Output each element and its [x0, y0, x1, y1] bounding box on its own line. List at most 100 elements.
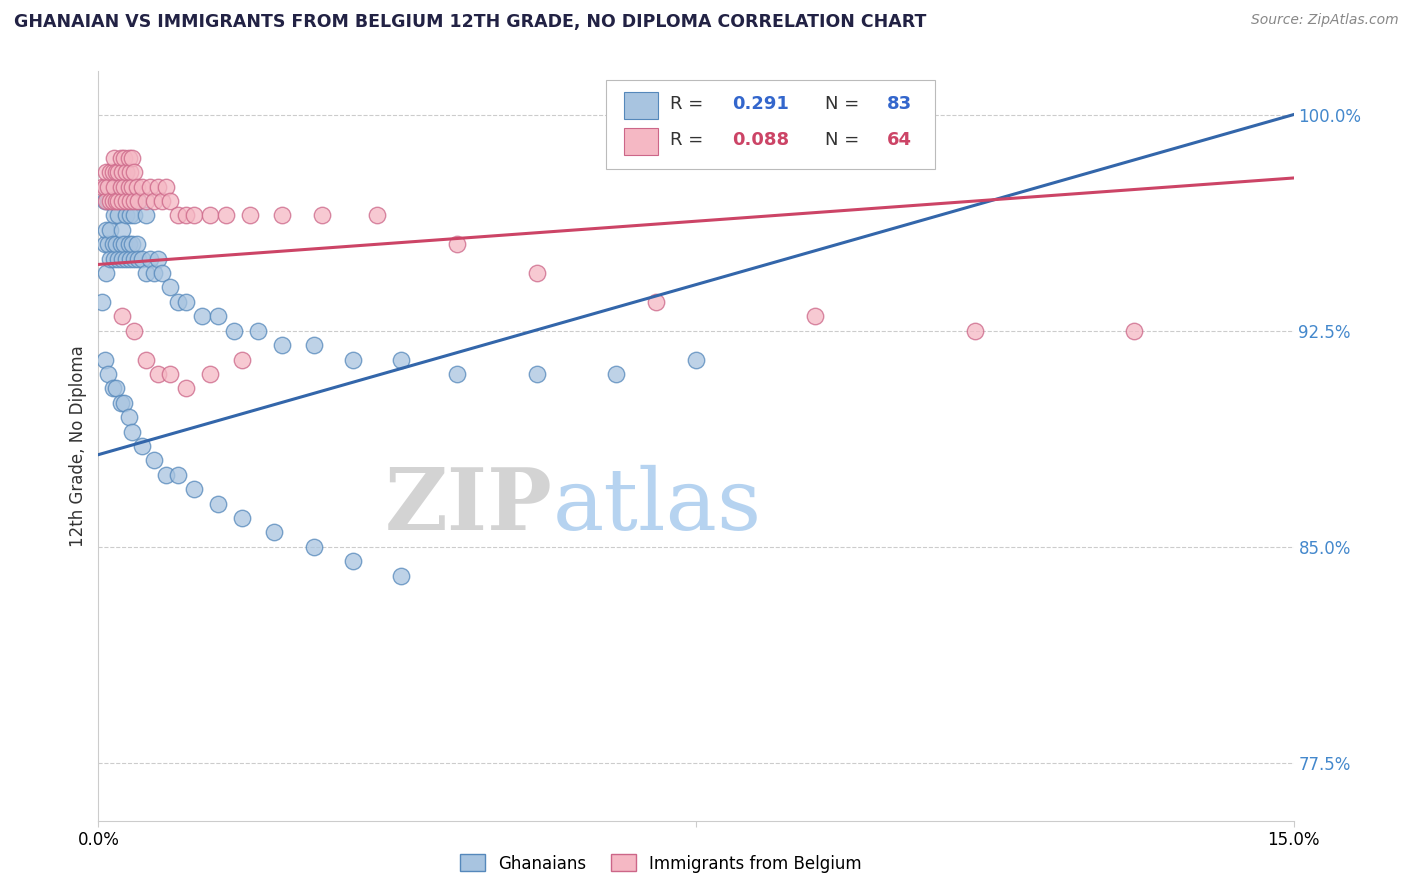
Point — [148, 367, 170, 381]
Text: ZIP: ZIP — [385, 464, 553, 548]
Point — [98, 223, 122, 237]
Point — [231, 511, 253, 525]
Point — [135, 194, 157, 208]
Point — [103, 179, 125, 194]
Point — [366, 209, 388, 223]
Point — [121, 179, 143, 194]
Text: 0.291: 0.291 — [733, 95, 789, 112]
Point — [270, 338, 292, 352]
Point — [446, 237, 468, 252]
Point — [110, 151, 132, 165]
Point — [139, 252, 162, 266]
Point — [110, 396, 132, 410]
Point — [302, 338, 325, 352]
Text: N =: N = — [825, 95, 859, 112]
Point — [111, 310, 134, 324]
Point — [104, 194, 127, 208]
Point — [159, 194, 181, 208]
Text: atlas: atlas — [553, 465, 762, 548]
Point — [98, 179, 122, 194]
Point — [120, 165, 142, 179]
Point — [526, 367, 548, 381]
Point — [94, 194, 117, 208]
Point — [107, 165, 129, 179]
Point — [148, 179, 170, 194]
Point — [963, 324, 986, 338]
Text: 64: 64 — [887, 130, 912, 149]
Point — [207, 310, 229, 324]
Point — [104, 165, 127, 179]
Point — [112, 396, 135, 410]
Point — [125, 237, 148, 252]
Point — [150, 194, 173, 208]
Point — [124, 324, 146, 338]
Point — [103, 171, 125, 186]
Point — [120, 252, 142, 266]
Point — [155, 467, 177, 482]
Point — [115, 194, 138, 208]
Point — [311, 209, 333, 223]
Point — [115, 165, 138, 179]
Point — [131, 439, 153, 453]
Point — [263, 525, 285, 540]
Point — [135, 266, 157, 280]
Point — [124, 252, 146, 266]
Point — [121, 237, 143, 252]
Point — [131, 252, 153, 266]
Point — [127, 194, 149, 208]
Point — [110, 179, 132, 194]
Point — [183, 209, 205, 223]
Point — [127, 194, 149, 208]
FancyBboxPatch shape — [606, 80, 935, 169]
Text: 0.088: 0.088 — [733, 130, 789, 149]
Point — [91, 294, 114, 309]
Point — [107, 209, 129, 223]
Point — [104, 188, 127, 202]
Point — [239, 209, 262, 223]
Point — [174, 209, 197, 223]
Point — [91, 179, 114, 194]
Point — [111, 194, 134, 208]
Point — [143, 194, 166, 208]
Point — [124, 165, 146, 179]
Point — [103, 252, 125, 266]
Point — [174, 381, 197, 395]
Point — [804, 310, 827, 324]
Point — [389, 568, 412, 582]
Point — [174, 294, 197, 309]
Point — [167, 467, 190, 482]
Point — [526, 266, 548, 280]
Legend: Ghanaians, Immigrants from Belgium: Ghanaians, Immigrants from Belgium — [453, 847, 869, 880]
Point — [155, 179, 177, 194]
Point — [139, 179, 162, 194]
Point — [191, 310, 214, 324]
Point — [101, 237, 124, 252]
Point — [112, 237, 135, 252]
Point — [120, 209, 142, 223]
Point — [96, 165, 118, 179]
Point — [98, 165, 122, 179]
Point — [124, 194, 146, 208]
Point — [111, 165, 134, 179]
Point — [98, 194, 122, 208]
Point — [270, 209, 292, 223]
Point — [115, 252, 138, 266]
Point — [115, 209, 138, 223]
Point — [127, 252, 149, 266]
Bar — [624, 92, 658, 119]
Point — [110, 194, 132, 208]
Point — [143, 453, 166, 467]
Point — [103, 209, 125, 223]
Point — [246, 324, 269, 338]
Point — [103, 151, 125, 165]
Point — [104, 381, 127, 395]
Point — [124, 209, 146, 223]
Point — [96, 179, 118, 194]
Point — [98, 252, 122, 266]
Point — [159, 367, 181, 381]
Point — [231, 352, 253, 367]
Point — [96, 194, 118, 208]
Point — [121, 194, 143, 208]
Point — [135, 209, 157, 223]
Point — [167, 294, 190, 309]
